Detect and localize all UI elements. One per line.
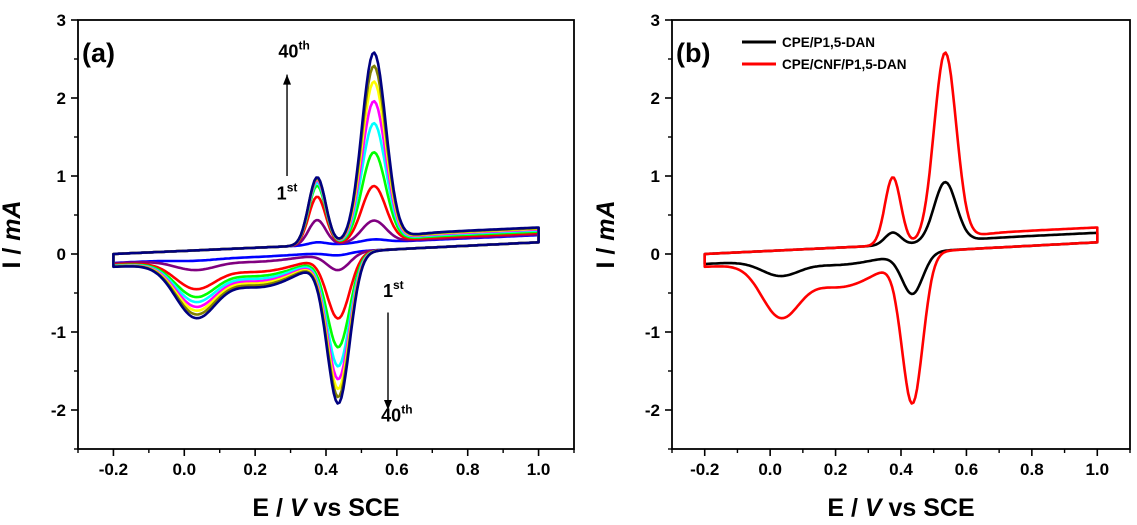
y-tick-label-a-3: 1 xyxy=(57,167,66,186)
legend-label-1: CPE/CNF/P1,5-DAN xyxy=(782,57,907,72)
y-tick-label-b-2: 0 xyxy=(651,245,660,264)
x-tick-label-b-0: -0.2 xyxy=(690,460,719,479)
cycle-annotation-0: 40th xyxy=(278,38,309,61)
x-axis-title-b: E / V vs SCE xyxy=(827,494,974,522)
cycle-annotation-1: 1st xyxy=(277,180,298,203)
panel-b-chart: -0.2 0.0 0.2 0.4 0.6 0.8 1.0 -2 -1 0 1 2 3 E / V vs S… xyxy=(592,11,1130,522)
y-tick-label-b-5: 3 xyxy=(651,11,660,30)
cycle-annotation-3: 40th xyxy=(381,403,412,426)
x-axis-title-a: E / V vs SCE xyxy=(252,494,399,522)
x-tick-label-b-6: 1.0 xyxy=(1085,460,1109,479)
x-tick-label-b-1: 0.0 xyxy=(758,460,782,479)
x-tick-label-b-2: 0.2 xyxy=(824,460,848,479)
x-tick-label-a-2: 0.2 xyxy=(243,460,267,479)
y-tick-label-a-2: 0 xyxy=(57,245,66,264)
y-tick-label-a-4: 2 xyxy=(57,89,66,108)
arrow-head-icon xyxy=(283,75,291,85)
x-tick-label-a-1: 0.0 xyxy=(172,460,196,479)
y-tick-label-b-1: -1 xyxy=(645,323,660,342)
y-tick-label-b-3: 1 xyxy=(651,167,660,186)
series-line-a-0 xyxy=(113,235,538,263)
x-tick-label-a-4: 0.6 xyxy=(385,460,409,479)
x-tick-label-a-3: 0.4 xyxy=(314,460,338,479)
y-tick-label-b-0: -2 xyxy=(645,401,660,420)
panel-label-b: (b) xyxy=(676,38,710,68)
panel-label-a: (a) xyxy=(82,38,115,68)
panel-a-chart: -0.2 0.0 0.2 0.4 0.6 0.8 1.0 -2 -1 0 1 2 3 E / V vs S… xyxy=(0,11,574,522)
y-axis-title-b: I / mA xyxy=(592,200,620,268)
y-tick-label-a-1: -1 xyxy=(51,323,66,342)
y-tick-label-a-5: 3 xyxy=(57,11,66,30)
y-tick-label-b-4: 2 xyxy=(651,89,660,108)
legend-label-0: CPE/P1,5-DAN xyxy=(782,35,875,50)
series-line-b-1 xyxy=(705,53,1098,404)
y-tick-label-a-0: -2 xyxy=(51,401,66,420)
cycle-annotation-2: 1st xyxy=(383,278,404,301)
x-tick-label-a-6: 1.0 xyxy=(527,460,551,479)
x-tick-label-a-5: 0.8 xyxy=(456,460,480,479)
x-tick-label-b-4: 0.6 xyxy=(955,460,979,479)
y-axis-title-a: I / mA xyxy=(0,200,26,268)
x-tick-label-b-5: 0.8 xyxy=(1020,460,1044,479)
x-tick-label-b-3: 0.4 xyxy=(889,460,913,479)
x-tick-label-a-0: -0.2 xyxy=(99,460,128,479)
